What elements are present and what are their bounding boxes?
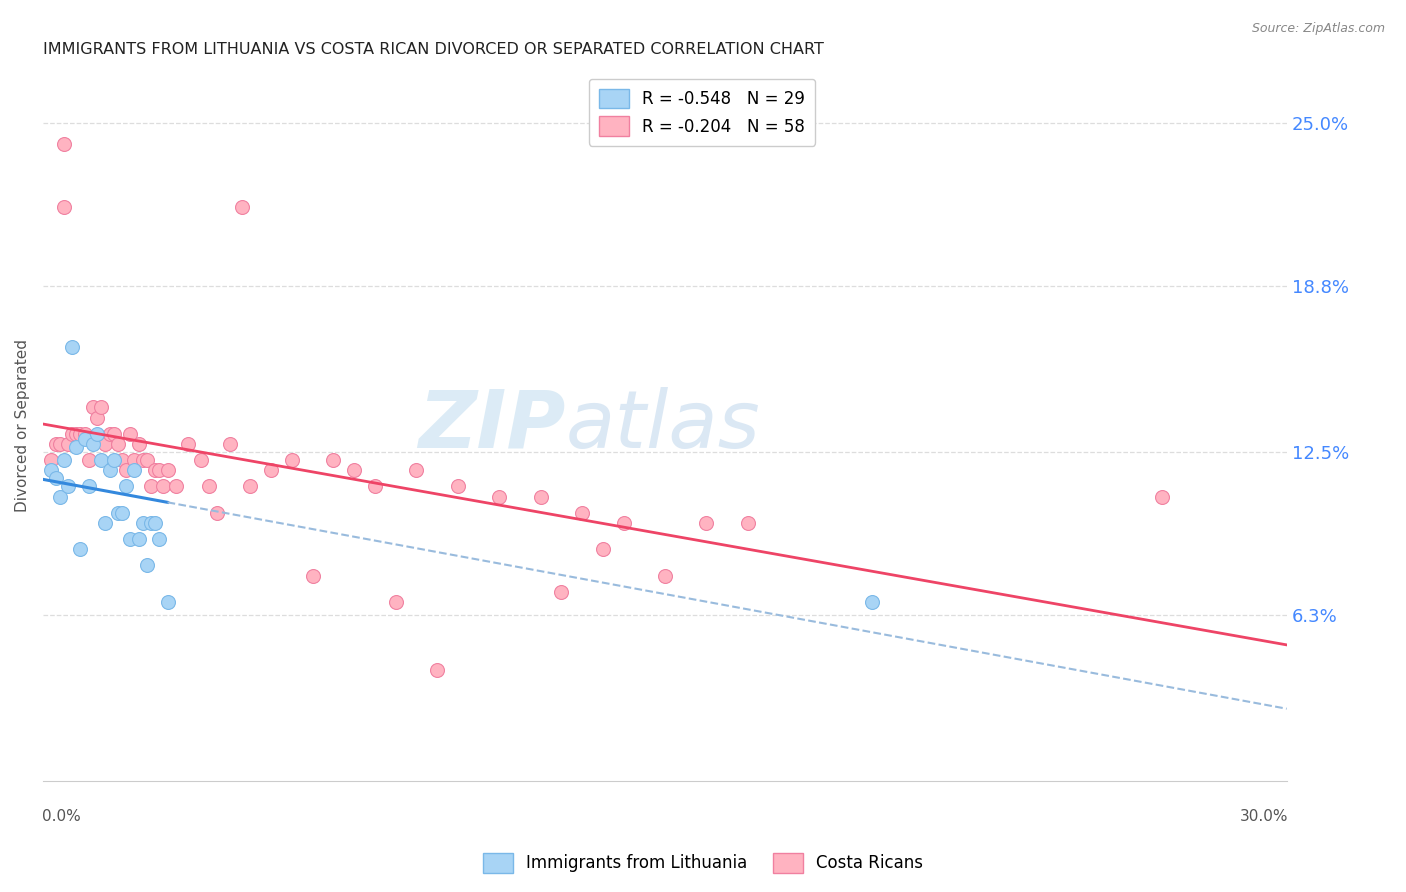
Point <box>60 426 83 441</box>
Point <box>115 463 138 477</box>
Point <box>69 542 91 557</box>
Point <box>612 516 634 530</box>
Point <box>52 137 75 152</box>
Point <box>77 479 100 493</box>
Text: IMMIGRANTS FROM LITHUANIA VS COSTA RICAN DIVORCED OR SEPARATED CORRELATION CHART: IMMIGRANTS FROM LITHUANIA VS COSTA RICAN… <box>44 42 824 57</box>
Point <box>124 453 146 467</box>
Point <box>405 463 427 477</box>
Point <box>65 426 87 441</box>
Point <box>94 516 117 530</box>
Text: Source: ZipAtlas.com: Source: ZipAtlas.com <box>1251 22 1385 36</box>
Point <box>111 453 134 467</box>
Point <box>107 437 129 451</box>
Point <box>103 453 125 467</box>
Point <box>52 453 75 467</box>
Point <box>177 437 200 451</box>
Text: ZIP: ZIP <box>418 387 565 465</box>
Point <box>45 437 67 451</box>
Point <box>98 426 121 441</box>
Point <box>239 479 262 493</box>
Point <box>231 200 253 214</box>
Point <box>260 463 283 477</box>
Point <box>860 595 883 609</box>
Point <box>98 463 121 477</box>
Point <box>364 479 387 493</box>
Point <box>131 516 153 530</box>
Point <box>156 463 179 477</box>
Point <box>426 664 449 678</box>
Point <box>115 479 138 493</box>
Point <box>131 453 153 467</box>
Point <box>654 568 676 582</box>
Point <box>488 490 510 504</box>
Point <box>128 532 150 546</box>
Point <box>82 437 104 451</box>
Point <box>529 490 551 504</box>
Point <box>695 516 717 530</box>
Point <box>56 479 79 493</box>
Point <box>550 584 572 599</box>
Point <box>322 453 344 467</box>
Point <box>128 437 150 451</box>
Legend: Immigrants from Lithuania, Costa Ricans: Immigrants from Lithuania, Costa Ricans <box>477 847 929 880</box>
Point <box>90 453 112 467</box>
Point <box>41 453 63 467</box>
Point <box>148 463 170 477</box>
Point <box>156 595 179 609</box>
Point <box>69 426 91 441</box>
Point <box>135 558 157 573</box>
Point <box>120 532 142 546</box>
Point <box>94 437 117 451</box>
Point <box>135 453 157 467</box>
Point <box>65 440 87 454</box>
Point <box>148 532 170 546</box>
Point <box>86 410 108 425</box>
Point <box>52 200 75 214</box>
Point <box>73 426 96 441</box>
Point <box>139 479 162 493</box>
Text: 0.0%: 0.0% <box>42 809 80 824</box>
Point <box>124 463 146 477</box>
Point <box>343 463 366 477</box>
Point <box>111 506 134 520</box>
Point <box>152 479 174 493</box>
Point <box>90 401 112 415</box>
Point <box>107 506 129 520</box>
Point <box>207 506 229 520</box>
Point <box>86 426 108 441</box>
Point <box>60 340 83 354</box>
Point <box>77 453 100 467</box>
Point <box>281 453 304 467</box>
Point <box>571 506 593 520</box>
Point <box>56 437 79 451</box>
Point <box>190 453 212 467</box>
Point <box>120 426 142 441</box>
Point <box>143 516 166 530</box>
Legend: R = -0.548   N = 29, R = -0.204   N = 58: R = -0.548 N = 29, R = -0.204 N = 58 <box>589 78 815 145</box>
Text: 30.0%: 30.0% <box>1240 809 1288 824</box>
Point <box>143 463 166 477</box>
Point <box>41 463 63 477</box>
Point <box>139 516 162 530</box>
Point <box>384 595 406 609</box>
Point <box>198 479 221 493</box>
Point <box>737 516 759 530</box>
Point <box>218 437 240 451</box>
Point <box>82 401 104 415</box>
Point <box>301 568 323 582</box>
Point <box>49 437 72 451</box>
Point <box>165 479 187 493</box>
Text: atlas: atlas <box>565 387 761 465</box>
Point <box>592 542 614 557</box>
Point <box>447 479 470 493</box>
Point <box>73 432 96 446</box>
Point <box>49 490 72 504</box>
Point <box>45 471 67 485</box>
Point <box>103 426 125 441</box>
Point <box>1152 490 1174 504</box>
Y-axis label: Divorced or Separated: Divorced or Separated <box>15 339 30 512</box>
